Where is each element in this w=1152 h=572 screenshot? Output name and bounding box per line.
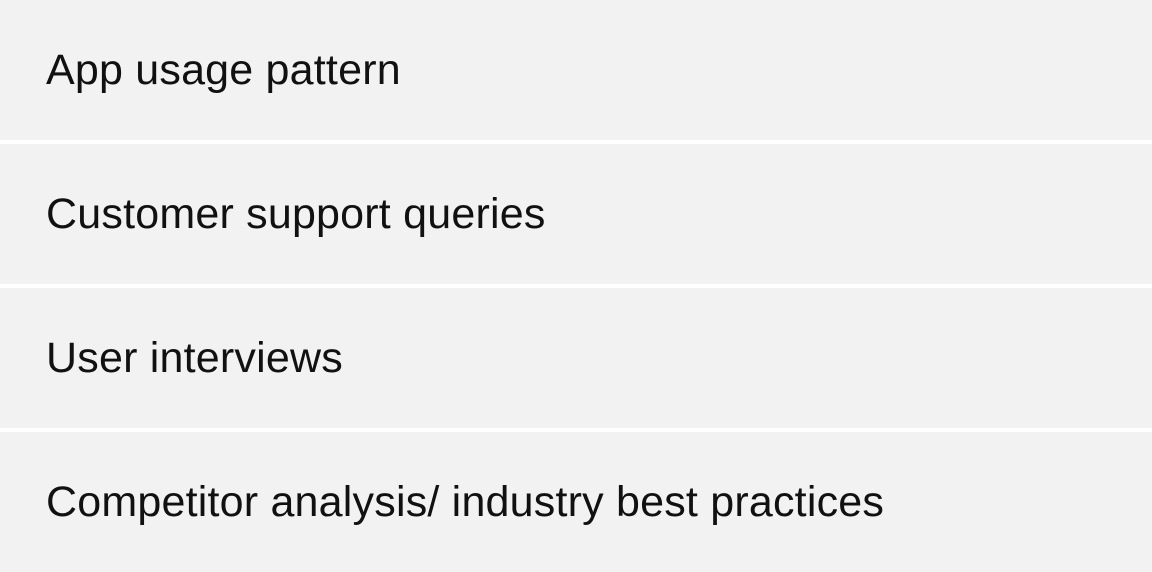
list-item-label: Customer support queries	[46, 189, 546, 238]
list-item-customer-support-queries[interactable]: Customer support queries	[0, 144, 1152, 284]
list-item-user-interviews[interactable]: User interviews	[0, 288, 1152, 428]
list-item-label: Competitor analysis/ industry best pract…	[46, 477, 885, 526]
list-item-label: User interviews	[46, 333, 343, 382]
list-item-competitor-analysis[interactable]: Competitor analysis/ industry best pract…	[0, 432, 1152, 572]
list-item-label: App usage pattern	[46, 45, 401, 94]
list-item-app-usage-pattern[interactable]: App usage pattern	[0, 0, 1152, 140]
